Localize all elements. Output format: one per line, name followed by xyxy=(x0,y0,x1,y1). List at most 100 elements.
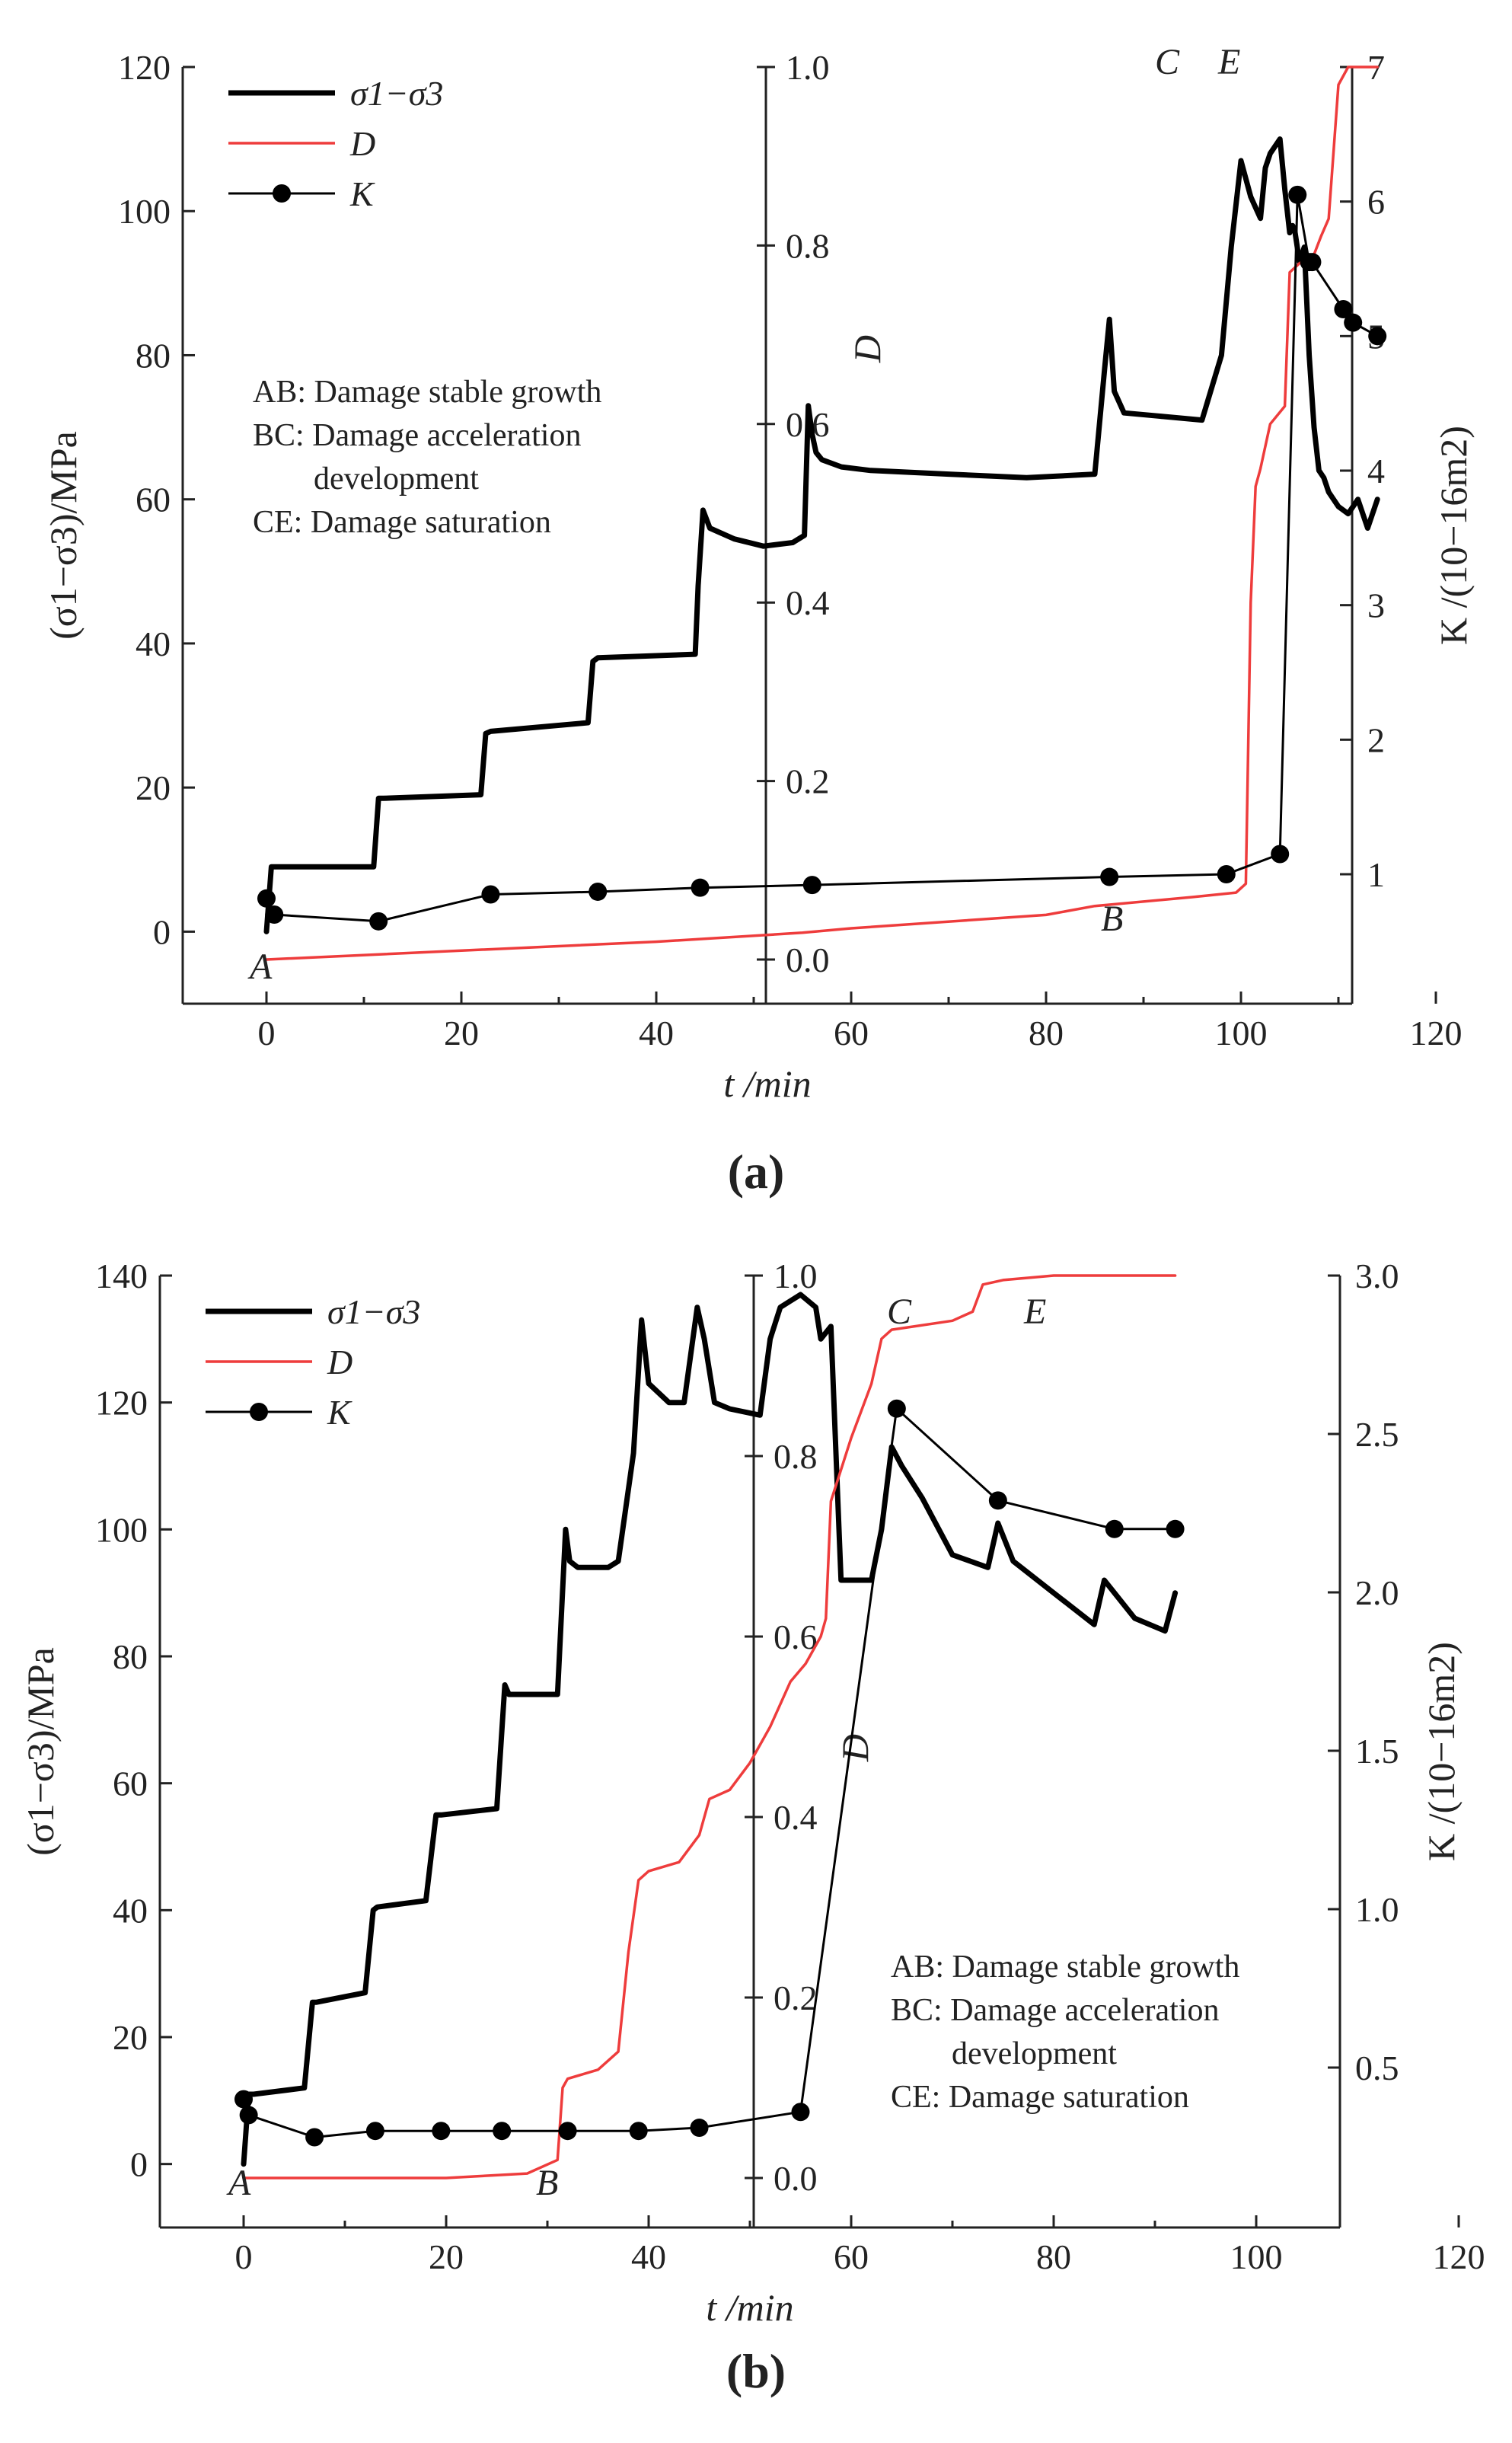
phase-note: AB: Damage stable growth xyxy=(253,375,601,410)
mid-tick-label: 0.2 xyxy=(786,762,830,801)
point-label-b: B xyxy=(1101,899,1123,939)
left-tick-label: 40 xyxy=(136,624,171,663)
k-data-point xyxy=(1288,185,1307,204)
right-tick-label: 3.0 xyxy=(1355,1257,1399,1295)
series-line-stress xyxy=(241,1292,1179,2167)
left-tick-label: 100 xyxy=(95,1510,148,1549)
right-tick-label: 1.0 xyxy=(1355,1890,1399,1929)
mid-tick-label: 0.0 xyxy=(774,2159,818,2198)
k-data-point xyxy=(239,2106,258,2125)
right-axis-title: K /(10−16m2) xyxy=(1420,1642,1463,1861)
k-data-point xyxy=(690,2119,709,2138)
k-data-point xyxy=(305,2128,324,2147)
phase-note: AB: Damage stable growth xyxy=(891,1950,1239,1985)
x-tick-label: 120 xyxy=(1433,2237,1485,2276)
left-axis-title: (σ1−σ3)/MPa xyxy=(42,431,85,640)
x-tick-label: 120 xyxy=(1410,1014,1463,1052)
k-data-point xyxy=(1303,253,1322,272)
right-tick-label: 6 xyxy=(1367,183,1385,222)
k-data-point xyxy=(1217,865,1236,883)
left-tick-label: 120 xyxy=(95,1384,148,1423)
right-tick-label: 1 xyxy=(1367,855,1385,894)
mid-axis-title: D xyxy=(834,1734,876,1762)
mid-tick-label: 0.8 xyxy=(774,1437,818,1476)
series-line-d xyxy=(265,65,1379,961)
k-data-point xyxy=(1344,313,1363,332)
left-tick-label: 60 xyxy=(136,481,171,519)
left-tick-label: 80 xyxy=(113,1637,148,1676)
chart-panel-b: 0 20 40 60 80 100 120 0 20 40 60 80 100 120 140 0.0 0.2 0… xyxy=(19,1257,1485,2398)
right-tick-label: 3 xyxy=(1367,586,1385,625)
k-data-point xyxy=(365,2122,384,2141)
left-tick-label: 100 xyxy=(118,192,171,231)
phase-note: BC: Damage acceleration xyxy=(253,418,581,453)
mid-tick-label: 0.4 xyxy=(786,583,830,622)
mid-tick-label: 0.2 xyxy=(774,1978,818,2017)
phase-notes: AB: Damage stable growth BC: Damage accel… xyxy=(891,1950,1239,2115)
k-data-point xyxy=(369,912,388,931)
k-data-point xyxy=(791,2103,810,2122)
point-label-c: C xyxy=(1155,42,1180,82)
series-line-k xyxy=(265,193,1379,923)
k-data-point xyxy=(493,2122,512,2141)
legend-label: D xyxy=(327,1343,352,1381)
mid-tick-label: 0.6 xyxy=(774,1617,818,1656)
x-tick-label: 100 xyxy=(1215,1014,1268,1052)
k-data-point xyxy=(1166,1519,1185,1538)
k-data-point xyxy=(1368,327,1387,346)
left-tick-label: 140 xyxy=(95,1257,148,1295)
k-data-point xyxy=(589,882,608,901)
point-label-e: E xyxy=(1023,1292,1046,1332)
k-data-point xyxy=(887,1399,906,1418)
legend: σ1−σ3 DK xyxy=(228,74,443,213)
right-tick-label: 2.5 xyxy=(1355,1415,1399,1454)
legend-marker xyxy=(250,1403,268,1421)
x-tick-label: 80 xyxy=(1036,2237,1071,2276)
mid-tick-label: 0.8 xyxy=(786,226,830,265)
legend-label: σ1−σ3 xyxy=(327,1292,420,1331)
left-tick-label: 0 xyxy=(130,2145,148,2184)
x-tick-label: 60 xyxy=(834,2237,869,2276)
k-data-point xyxy=(1271,845,1290,864)
k-data-point xyxy=(481,885,500,904)
legend-label: D xyxy=(349,124,375,163)
k-data-point xyxy=(1105,1519,1124,1538)
left-tick-label: 120 xyxy=(118,48,171,87)
k-data-point xyxy=(257,889,276,908)
right-tick-label: 0.5 xyxy=(1355,2049,1399,2087)
chart-panel-a: 0 20 40 60 80 100 120 0 20 40 60 80 100 120 0.0 0.2 0.4 0… xyxy=(42,42,1475,1199)
point-label-e: E xyxy=(1217,42,1240,82)
left-tick-label: 20 xyxy=(113,2018,148,2057)
legend-label: σ1−σ3 xyxy=(350,74,443,113)
series-line-stress xyxy=(263,136,1380,934)
mid-tick-label: 1.0 xyxy=(774,1257,818,1295)
k-data-point xyxy=(558,2122,577,2141)
right-tick-label: 2 xyxy=(1367,720,1385,759)
right-tick-label: 2.0 xyxy=(1355,1573,1399,1612)
phase-note: development xyxy=(314,461,479,497)
k-data-point xyxy=(265,905,284,924)
phase-note: BC: Damage acceleration xyxy=(891,1993,1219,2028)
right-axis-title: K /(10−16m2) xyxy=(1432,426,1475,645)
phase-notes: AB: Damage stable growth BC: Damage accel… xyxy=(253,375,601,540)
point-label-a: A xyxy=(226,2163,251,2203)
x-tick-label: 20 xyxy=(444,1014,479,1052)
mid-axis-title: D xyxy=(846,335,888,363)
mid-tick-label: 0.0 xyxy=(786,940,830,979)
legend-label: K xyxy=(327,1393,352,1432)
k-data-point xyxy=(802,876,821,895)
right-tick-label: 1.5 xyxy=(1355,1732,1399,1771)
right-tick-label: 4 xyxy=(1367,452,1385,490)
phase-note: CE: Damage saturation xyxy=(891,2080,1189,2115)
x-tick-label: 60 xyxy=(834,1014,869,1052)
k-data-point xyxy=(629,2122,648,2141)
point-label-b: B xyxy=(536,2163,558,2203)
mid-tick-label: 0.4 xyxy=(774,1798,818,1837)
x-tick-label: 40 xyxy=(639,1014,674,1052)
left-tick-label: 80 xyxy=(136,336,171,375)
x-axis-title: t /min xyxy=(723,1062,811,1105)
x-tick-label: 40 xyxy=(631,2237,666,2276)
k-data-point xyxy=(691,878,710,897)
k-data-point xyxy=(1100,867,1119,886)
